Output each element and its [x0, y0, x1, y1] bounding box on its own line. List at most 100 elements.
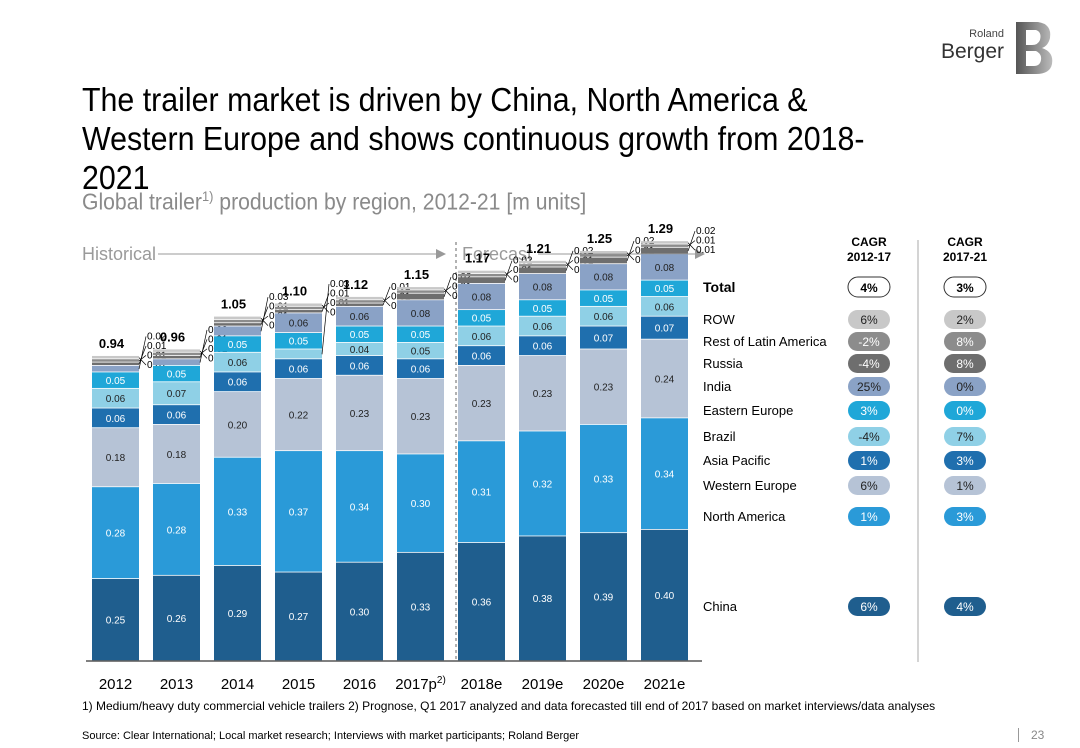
bar-segment — [458, 441, 505, 543]
bar-segment — [641, 280, 688, 297]
data-label: 0.36 — [472, 597, 492, 608]
leader-line — [382, 296, 391, 303]
legend-label: Western Europe — [703, 478, 797, 493]
bar-segment — [153, 352, 200, 356]
data-label: 0.26 — [167, 614, 187, 625]
data-label: 0.38 — [533, 594, 553, 605]
legend-label: Rest of Latin America — [703, 334, 827, 349]
bar-segment — [519, 336, 566, 356]
data-label: 0.06 — [228, 378, 248, 389]
cagr-value: 3% — [956, 510, 974, 524]
total-label: 1.05 — [221, 297, 246, 312]
data-label: 0.06 — [472, 351, 492, 362]
bar-segment — [458, 346, 505, 365]
data-label: 0.01 — [696, 245, 716, 256]
data-label: 0.06 — [594, 312, 614, 323]
bar-segment — [641, 247, 688, 254]
data-label: 0.28 — [106, 529, 126, 540]
bar-segment — [275, 333, 322, 349]
bar-segment — [275, 359, 322, 379]
bar-segment — [275, 303, 322, 306]
cagr-pill — [944, 332, 986, 351]
total-label: 1.21 — [526, 241, 551, 256]
bar-segment — [397, 326, 444, 343]
data-label: 0.05 — [289, 337, 309, 348]
cagr-pill — [848, 597, 890, 616]
cagr-value: 8% — [956, 335, 974, 349]
bar-segment — [214, 336, 261, 352]
bar-segment — [519, 260, 566, 264]
bar-segment — [336, 300, 383, 303]
data-label: 0.05 — [106, 376, 126, 387]
leader-line — [260, 297, 269, 332]
data-label: 0.39 — [594, 593, 614, 604]
category-label: 2021e — [644, 676, 686, 693]
cagr-value: 7% — [956, 430, 974, 444]
category-label: 2018e — [461, 676, 503, 693]
bar-segment — [641, 529, 688, 661]
category-label: 2013 — [160, 676, 193, 693]
data-label: 0.08 — [533, 283, 553, 294]
data-label: 0.23 — [350, 409, 370, 420]
bar-segment — [519, 300, 566, 316]
leader-line — [138, 357, 147, 366]
leader-line — [443, 288, 452, 297]
bar-segment — [214, 565, 261, 661]
data-label: 0.06 — [289, 365, 309, 376]
data-label: 0.03 — [269, 292, 289, 303]
leader-line — [443, 286, 452, 293]
data-label: 0.25 — [106, 616, 126, 627]
bar-segment — [153, 355, 200, 359]
total-label: 1.17 — [465, 251, 490, 266]
leader-line — [321, 304, 330, 313]
cagr-value: 3% — [956, 281, 974, 295]
bar-segment — [397, 378, 444, 454]
bar-segment — [275, 572, 322, 661]
legend-label: China — [703, 599, 738, 614]
brand-b-mark — [1016, 22, 1053, 74]
data-label: 0.02 — [696, 226, 716, 237]
cagr-pill — [944, 451, 986, 470]
bar-segment — [458, 273, 505, 277]
data-label: 0.01 — [147, 341, 167, 352]
bar-segment — [397, 293, 444, 300]
bar-segment — [275, 313, 322, 333]
cagr-pill — [944, 597, 986, 616]
data-label: 0.33 — [228, 507, 248, 518]
total-label: 1.25 — [587, 231, 612, 246]
total-label: 0.96 — [160, 329, 185, 344]
leader-line — [626, 252, 635, 261]
data-label: 0.06 — [655, 302, 675, 313]
cagr-header: CAGR — [947, 235, 983, 249]
bar-segment — [153, 382, 200, 405]
data-label: 0.33 — [411, 602, 431, 613]
bar-segment — [641, 241, 688, 244]
legend-label: Brazil — [703, 429, 736, 444]
data-label: 0.34 — [350, 502, 370, 513]
bar-segment — [214, 319, 261, 323]
data-label: 0.06 — [228, 358, 248, 369]
bar-segment — [336, 306, 383, 326]
leader-line — [138, 336, 147, 370]
cagr-pill — [944, 310, 986, 329]
cagr-pill — [848, 451, 890, 470]
cagr-pill — [848, 401, 890, 420]
leader-line — [138, 345, 147, 365]
bar-segment — [214, 323, 261, 326]
cagr-value: 3% — [956, 454, 974, 468]
cagr-pill — [944, 476, 986, 495]
bar-segment — [92, 428, 139, 487]
data-label: 0.06 — [350, 361, 370, 372]
leader-line — [321, 293, 330, 312]
data-label: 0.03 — [330, 279, 350, 290]
bar-segment — [519, 355, 566, 431]
total-label: 1.29 — [648, 221, 673, 236]
data-label: 0.23 — [411, 412, 431, 423]
legend-label: ROW — [703, 312, 736, 327]
data-label: 0.20 — [228, 420, 248, 431]
bar-segment — [336, 355, 383, 375]
data-label: 0.02 — [147, 331, 167, 342]
bar-segment — [580, 326, 627, 349]
data-label: 0.29 — [228, 609, 248, 620]
bar-segment — [458, 277, 505, 283]
